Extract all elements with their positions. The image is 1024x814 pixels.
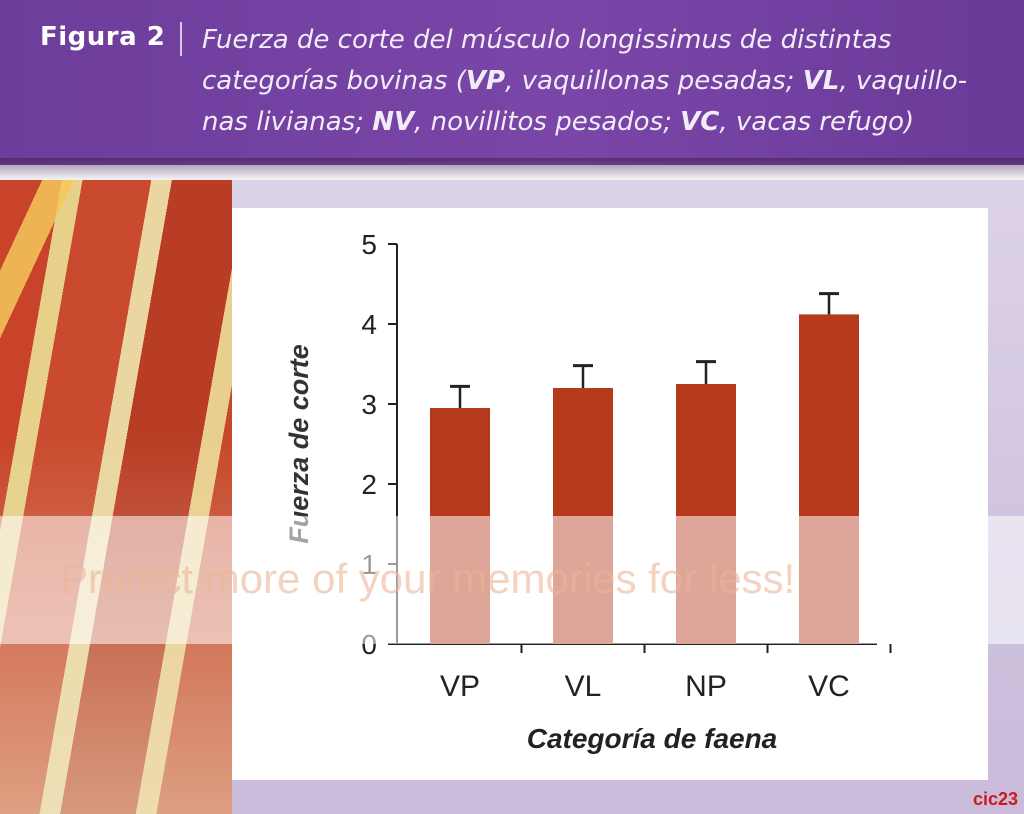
y-tick-label: 3 [361, 389, 377, 420]
caption-part: VP [465, 66, 506, 96]
figure-separator [180, 22, 182, 56]
y-tick-label: 4 [361, 309, 377, 340]
caption-part: NV [372, 107, 415, 137]
caption-part: VC [680, 107, 720, 137]
bar-vc [799, 314, 859, 644]
y-tick-label: 5 [361, 229, 377, 260]
header-shadow [0, 158, 1024, 180]
x-tick-label-vp: VP [440, 670, 480, 703]
y-tick-label: 2 [361, 469, 377, 500]
caption-part: , vacas refugo) [719, 107, 915, 137]
x-axis-label: Categoría de faena [527, 723, 778, 754]
caption-part: VL [802, 66, 840, 96]
meat-photo [0, 180, 232, 814]
bar-vp [430, 408, 490, 644]
bar-chart: 0 1 2 3 4 5 VP VL NP VC Categoría de faena Fuerza d… [284, 229, 892, 754]
x-tick-label-vl: VL [565, 670, 602, 703]
chart-panel: 0 1 2 3 4 5 VP VL NP VC Categoría de faena Fuerza d… [232, 208, 988, 780]
caption-part: Fuerza de corte del músculo longissimus … [202, 25, 892, 96]
x-tick-label-np: NP [685, 670, 727, 703]
y-tick-label: 1 [361, 549, 377, 580]
bar-np [676, 384, 736, 644]
bar-vl [553, 388, 613, 644]
y-tick-label: 0 [361, 629, 377, 660]
caption-part: , novillitos pesados; [414, 107, 681, 137]
y-axis-label: Fuerza de corte [284, 344, 314, 544]
figure-header: Figura 2 Fuerza de corte del músculo lon… [0, 0, 1024, 165]
x-tick-label-vc: VC [808, 670, 850, 703]
caption-part: , vaquillo-nas livianas; [202, 66, 968, 137]
credit-text: cic23 [972, 789, 1018, 809]
figure-caption: Fuerza de corte del músculo longissimus … [202, 20, 1007, 143]
caption-part: , vaquillonas pesadas; [505, 66, 803, 96]
figure-label: Figura 2 [40, 22, 166, 52]
